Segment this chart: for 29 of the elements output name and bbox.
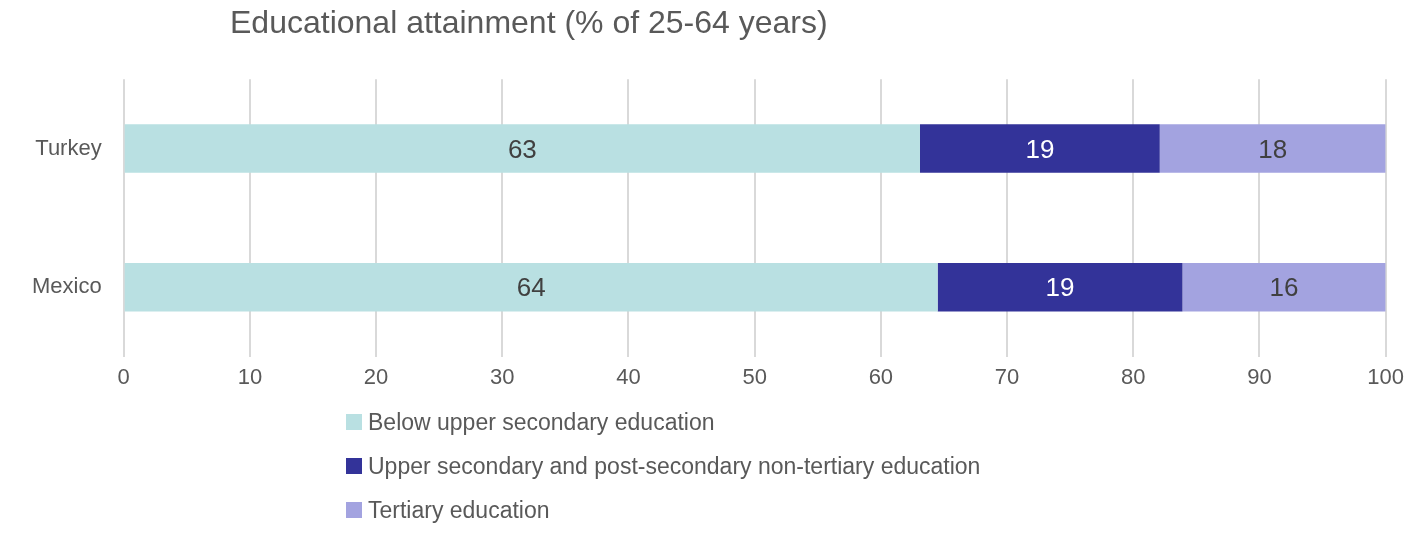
- bar: [1159, 124, 1386, 173]
- x-tick-label: 40: [616, 363, 641, 389]
- x-tick-label: 100: [1367, 363, 1405, 389]
- bar: [1182, 262, 1386, 312]
- x-tick-label: 70: [994, 363, 1020, 389]
- data-label: 19: [1045, 272, 1075, 303]
- legend-label: Upper secondary and post-secondary non-tertiary education: [368, 452, 981, 480]
- data-label: 19: [1025, 133, 1055, 164]
- x-tick-label: 30: [490, 363, 515, 389]
- data-label: 64: [516, 272, 546, 303]
- x-tick-label: 60: [868, 363, 894, 389]
- x-tick-label: 20: [363, 363, 389, 389]
- x-tick-label: 10: [237, 363, 263, 389]
- bar: [124, 124, 920, 173]
- y-tick-label: Turkey: [35, 134, 102, 160]
- data-label: 63: [507, 133, 537, 164]
- x-tick-label: 0: [117, 363, 130, 389]
- data-label: 16: [1269, 272, 1299, 303]
- bar: [937, 262, 1183, 312]
- legend-label: Below upper secondary education: [368, 408, 715, 436]
- data-label: 18: [1258, 133, 1288, 164]
- bar: [919, 124, 1160, 173]
- bar: [124, 262, 938, 312]
- x-tick-label: 50: [742, 363, 767, 389]
- chart-title: Educational attainment (% of 25-64 years): [230, 4, 828, 41]
- y-tick-label: Mexico: [32, 273, 102, 299]
- x-tick-label: 80: [1121, 363, 1146, 389]
- legend-label: Tertiary education: [368, 496, 550, 524]
- x-tick-label: 90: [1247, 363, 1272, 389]
